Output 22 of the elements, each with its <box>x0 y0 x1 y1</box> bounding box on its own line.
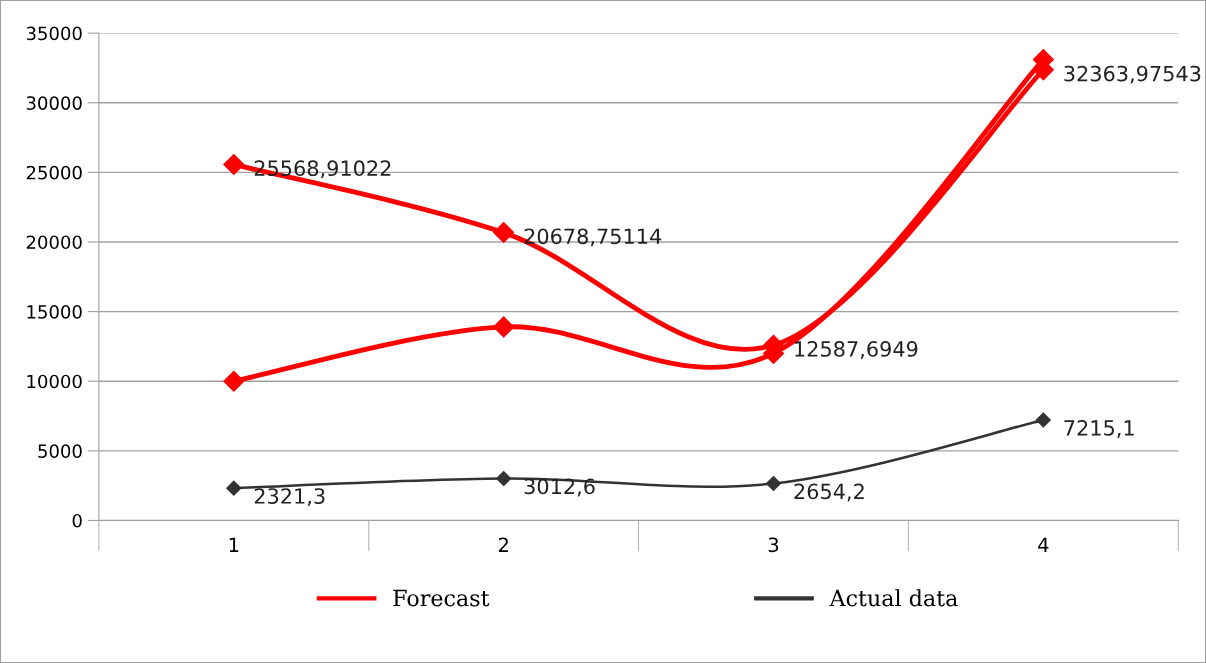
x-tick-label: 4 <box>1038 537 1049 552</box>
y-tick-label: 25000 <box>26 165 82 180</box>
data-label: 2321,3 <box>254 488 325 507</box>
y-tick-label: 35000 <box>26 26 82 41</box>
y-tick-label: 15000 <box>27 305 82 319</box>
y-tick-label: 5000 <box>38 444 82 458</box>
x-tick-label: 3 <box>768 537 779 553</box>
data-label: 25568,91022 <box>254 160 391 179</box>
legend-label: Forecast <box>393 589 490 607</box>
x-tick-label: 1 <box>229 537 239 552</box>
x-tick-label: 2 <box>498 537 508 552</box>
data-label: 7215,1 <box>1064 420 1134 438</box>
data-label: 32363,97543 <box>1064 65 1201 84</box>
data-label: 20678,75114 <box>524 228 662 247</box>
data-label: 2654,2 <box>794 483 864 502</box>
y-tick-label: 20000 <box>26 235 82 250</box>
y-tick-label: 30000 <box>26 96 82 110</box>
legend-label: Actual data <box>829 589 958 607</box>
data-label: 3012,6 <box>524 478 595 497</box>
data-label: 12587,6949 <box>795 341 918 359</box>
y-tick-label: 10000 <box>27 374 82 389</box>
y-tick-label: 0 <box>72 513 82 528</box>
